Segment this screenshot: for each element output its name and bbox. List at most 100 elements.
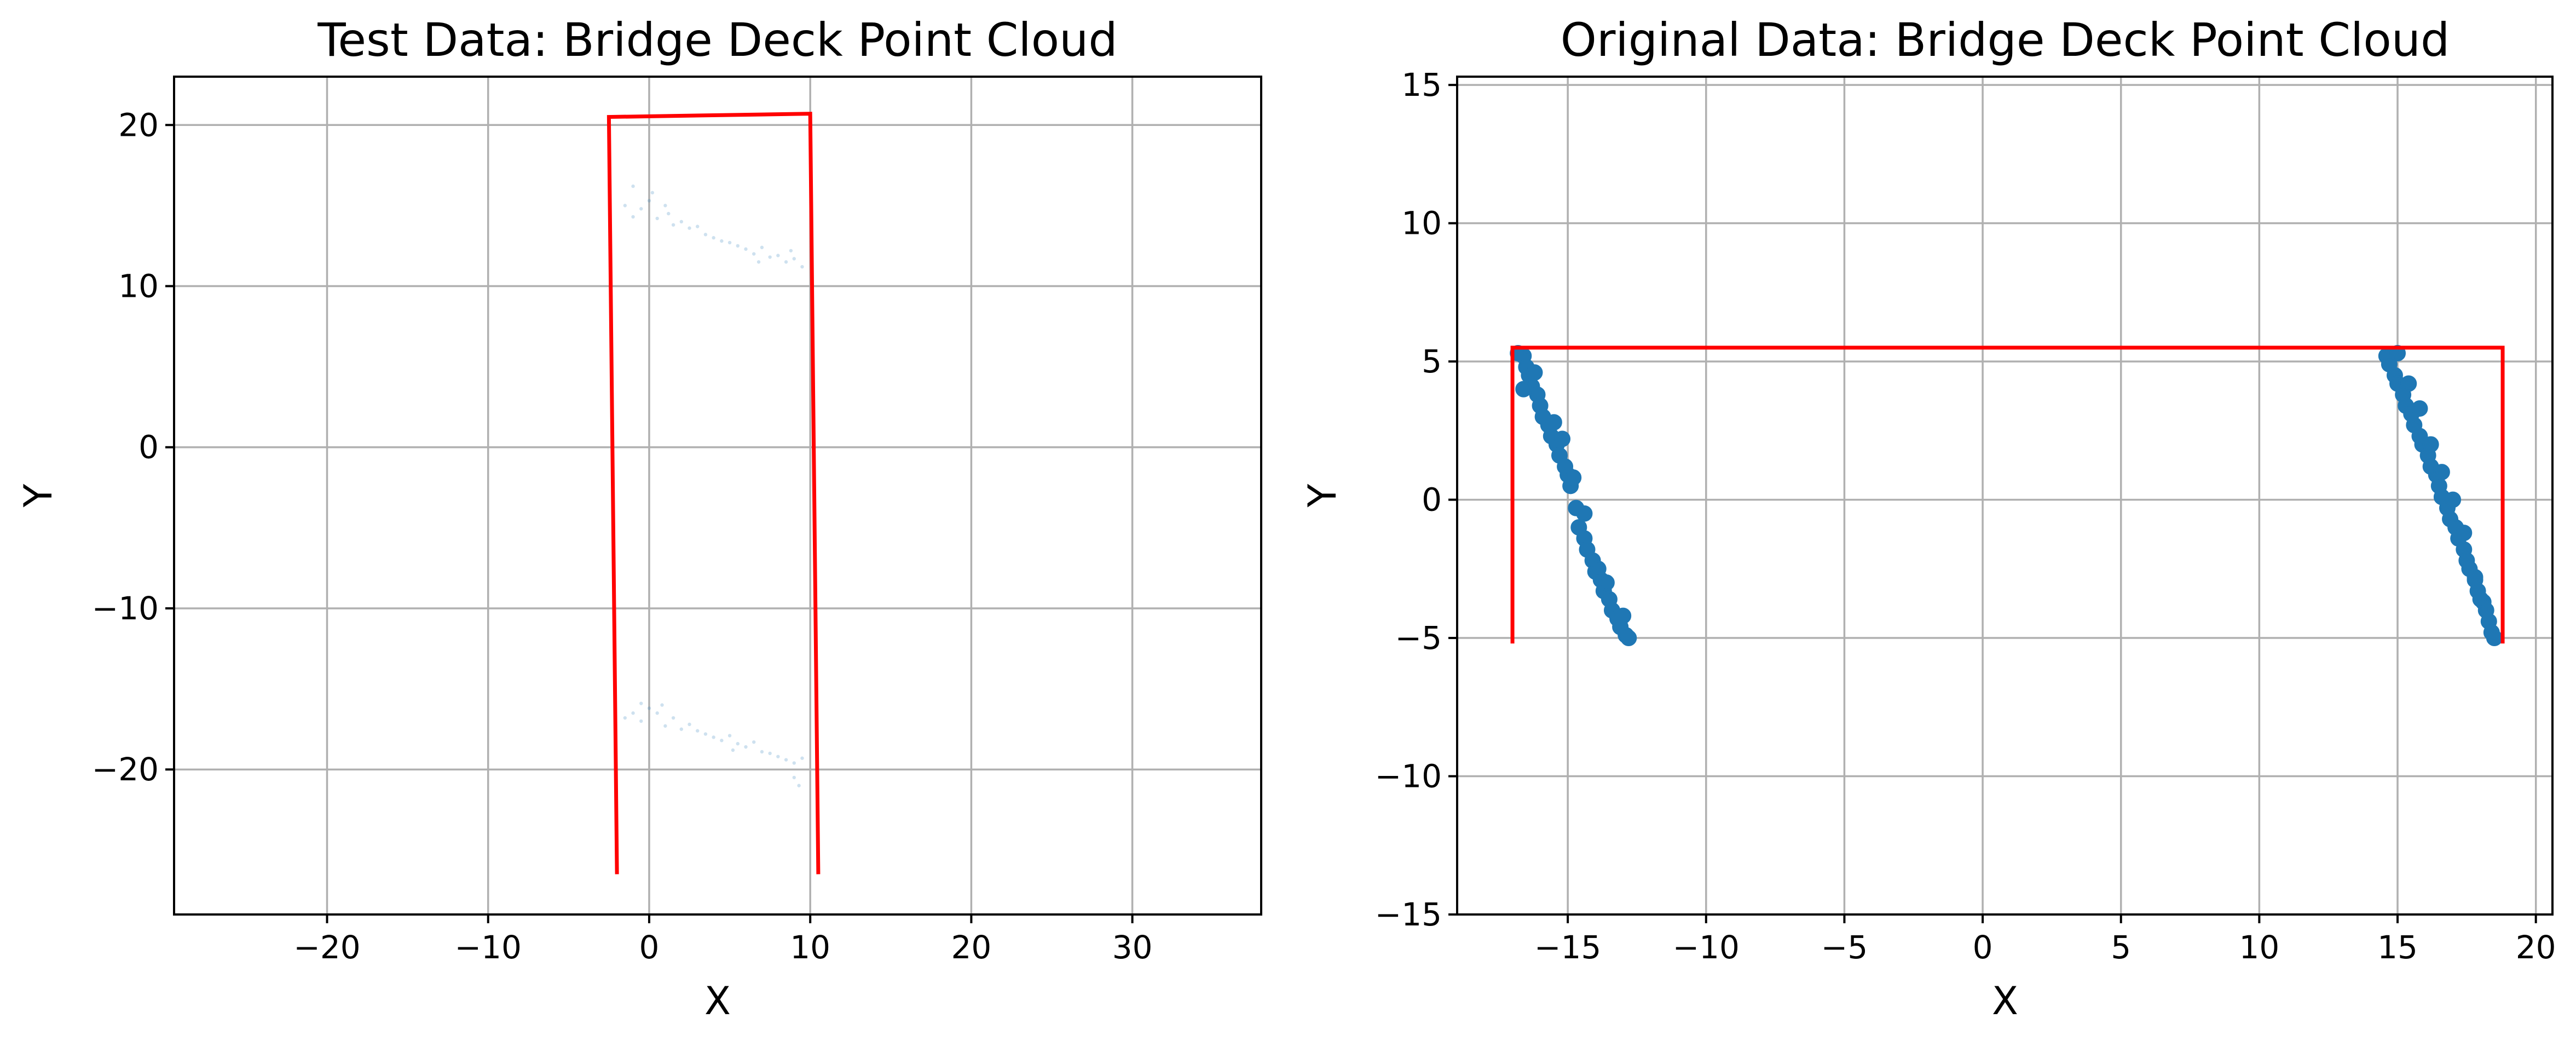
original-data-point	[2486, 630, 2503, 647]
test-data-x-tick-label: 30	[1112, 929, 1153, 966]
test-data-point	[623, 716, 627, 720]
test-data-point	[800, 756, 804, 760]
test-data-point	[784, 260, 788, 264]
original-data-points	[1510, 344, 2503, 647]
original-data-x-axis-label: X	[1992, 979, 2018, 1023]
original-data-point	[1576, 505, 1593, 522]
test-data-y-tick-label: 0	[138, 429, 159, 466]
test-data-point	[760, 245, 764, 250]
test-data-point	[623, 204, 627, 208]
test-data-outline	[607, 112, 821, 875]
original-data-point	[1598, 574, 1615, 591]
test-data-y-tick-label: −10	[92, 590, 159, 627]
test-data-point	[688, 226, 691, 230]
test-data-point	[760, 750, 764, 754]
original-data-point	[2433, 464, 2450, 481]
test-data-point	[720, 739, 724, 743]
test-data-point	[703, 732, 708, 736]
test-data-point	[744, 247, 748, 251]
test-data-x-tick-label: −20	[293, 929, 360, 966]
test-data-y-tick-label: 10	[118, 268, 159, 305]
original-data-y-tick-label: 10	[1401, 205, 1442, 242]
test-data-point	[663, 204, 667, 208]
test-data-point	[647, 706, 651, 710]
test-data-point	[703, 233, 708, 237]
test-data-title: Test Data: Bridge Deck Point Cloud	[317, 13, 1117, 67]
test-data-point	[792, 761, 796, 765]
original-data-point	[1526, 364, 1543, 381]
original-data-point	[2400, 375, 2417, 392]
test-data-point	[655, 711, 659, 715]
test-data-x-tick-label: 10	[790, 929, 830, 966]
test-data-point	[727, 240, 732, 245]
test-data-point	[679, 220, 684, 224]
test-data-point	[667, 211, 671, 216]
test-data-point	[744, 745, 748, 749]
test-data-point	[647, 199, 651, 203]
original-data-point	[1554, 430, 1571, 447]
original-data-y-tick-label: −15	[1375, 896, 1442, 933]
original-data-y-tick-label: 5	[1422, 343, 1442, 380]
original-data-point	[1515, 381, 1532, 398]
test-data-point	[727, 734, 732, 738]
test-data-x-axis-label: X	[704, 979, 731, 1023]
original-data-point	[2422, 436, 2439, 453]
test-data-point	[800, 264, 804, 269]
original-data-point	[1620, 630, 1637, 647]
test-data-point	[712, 735, 715, 739]
test-data-point	[631, 215, 635, 219]
original-data-panel: Original Data: Bridge Deck Point Cloud −…	[1300, 13, 2556, 1023]
test-data-point	[736, 244, 740, 248]
original-data-x-tick-label: 5	[2111, 929, 2131, 966]
test-data-point	[712, 236, 715, 240]
original-data-x-tick-label: −15	[1534, 929, 1601, 966]
original-data-point	[2456, 525, 2473, 542]
original-data-outline	[1510, 346, 2505, 644]
test-data-point	[660, 703, 664, 707]
test-data-point	[784, 758, 788, 762]
original-data-point	[1590, 560, 1607, 577]
test-data-point	[696, 225, 700, 228]
original-data-ticks: −15 −10 −5 0 5 10 15 20 −15 −10 −5 0 5 10 15	[1375, 66, 2556, 966]
original-data-point	[1545, 414, 1562, 431]
test-data-x-tick-label: 20	[951, 929, 991, 966]
original-data-y-tick-label: −5	[1395, 619, 1442, 657]
original-data-point	[1615, 607, 1632, 624]
test-data-point	[639, 701, 643, 705]
test-data-point	[756, 260, 761, 264]
test-data-panel: Test Data: Bridge Deck Point Cloud −20 −1…	[16, 13, 1262, 1023]
test-data-point	[768, 255, 772, 259]
test-data-point	[768, 751, 772, 755]
test-data-point	[776, 254, 780, 257]
original-data-point	[2411, 400, 2428, 417]
original-data-y-tick-label: 15	[1401, 66, 1442, 103]
test-data-point	[731, 748, 735, 752]
original-data-x-tick-label: 20	[2516, 929, 2556, 966]
test-data-point	[631, 184, 635, 188]
test-data-point	[671, 223, 675, 227]
test-data-point	[631, 711, 635, 715]
original-data-point	[2467, 568, 2483, 585]
test-data-point	[792, 775, 796, 780]
original-data-x-tick-label: 15	[2377, 929, 2418, 966]
test-data-point	[663, 724, 667, 728]
original-data-point	[2472, 591, 2489, 608]
test-data-point	[736, 741, 740, 746]
test-data-point	[752, 740, 756, 744]
original-data-x-tick-label: −10	[1673, 929, 1740, 966]
original-data-title: Original Data: Bridge Deck Point Cloud	[1561, 13, 2450, 67]
original-data-point	[2445, 491, 2462, 508]
test-data-y-axis-label: Y	[16, 484, 61, 508]
test-data-point	[789, 249, 793, 252]
original-data-y-axis-label: Y	[1300, 484, 1345, 508]
original-data-y-tick-label: 0	[1422, 481, 1442, 519]
test-data-point	[720, 239, 724, 243]
test-data-x-tick-label: 0	[639, 929, 660, 966]
test-data-x-tick-label: −10	[455, 929, 522, 966]
original-data-x-tick-label: 0	[1973, 929, 1993, 966]
original-data-y-tick-label: −10	[1375, 758, 1442, 795]
test-data-point	[639, 207, 643, 211]
test-data-point	[671, 716, 675, 720]
